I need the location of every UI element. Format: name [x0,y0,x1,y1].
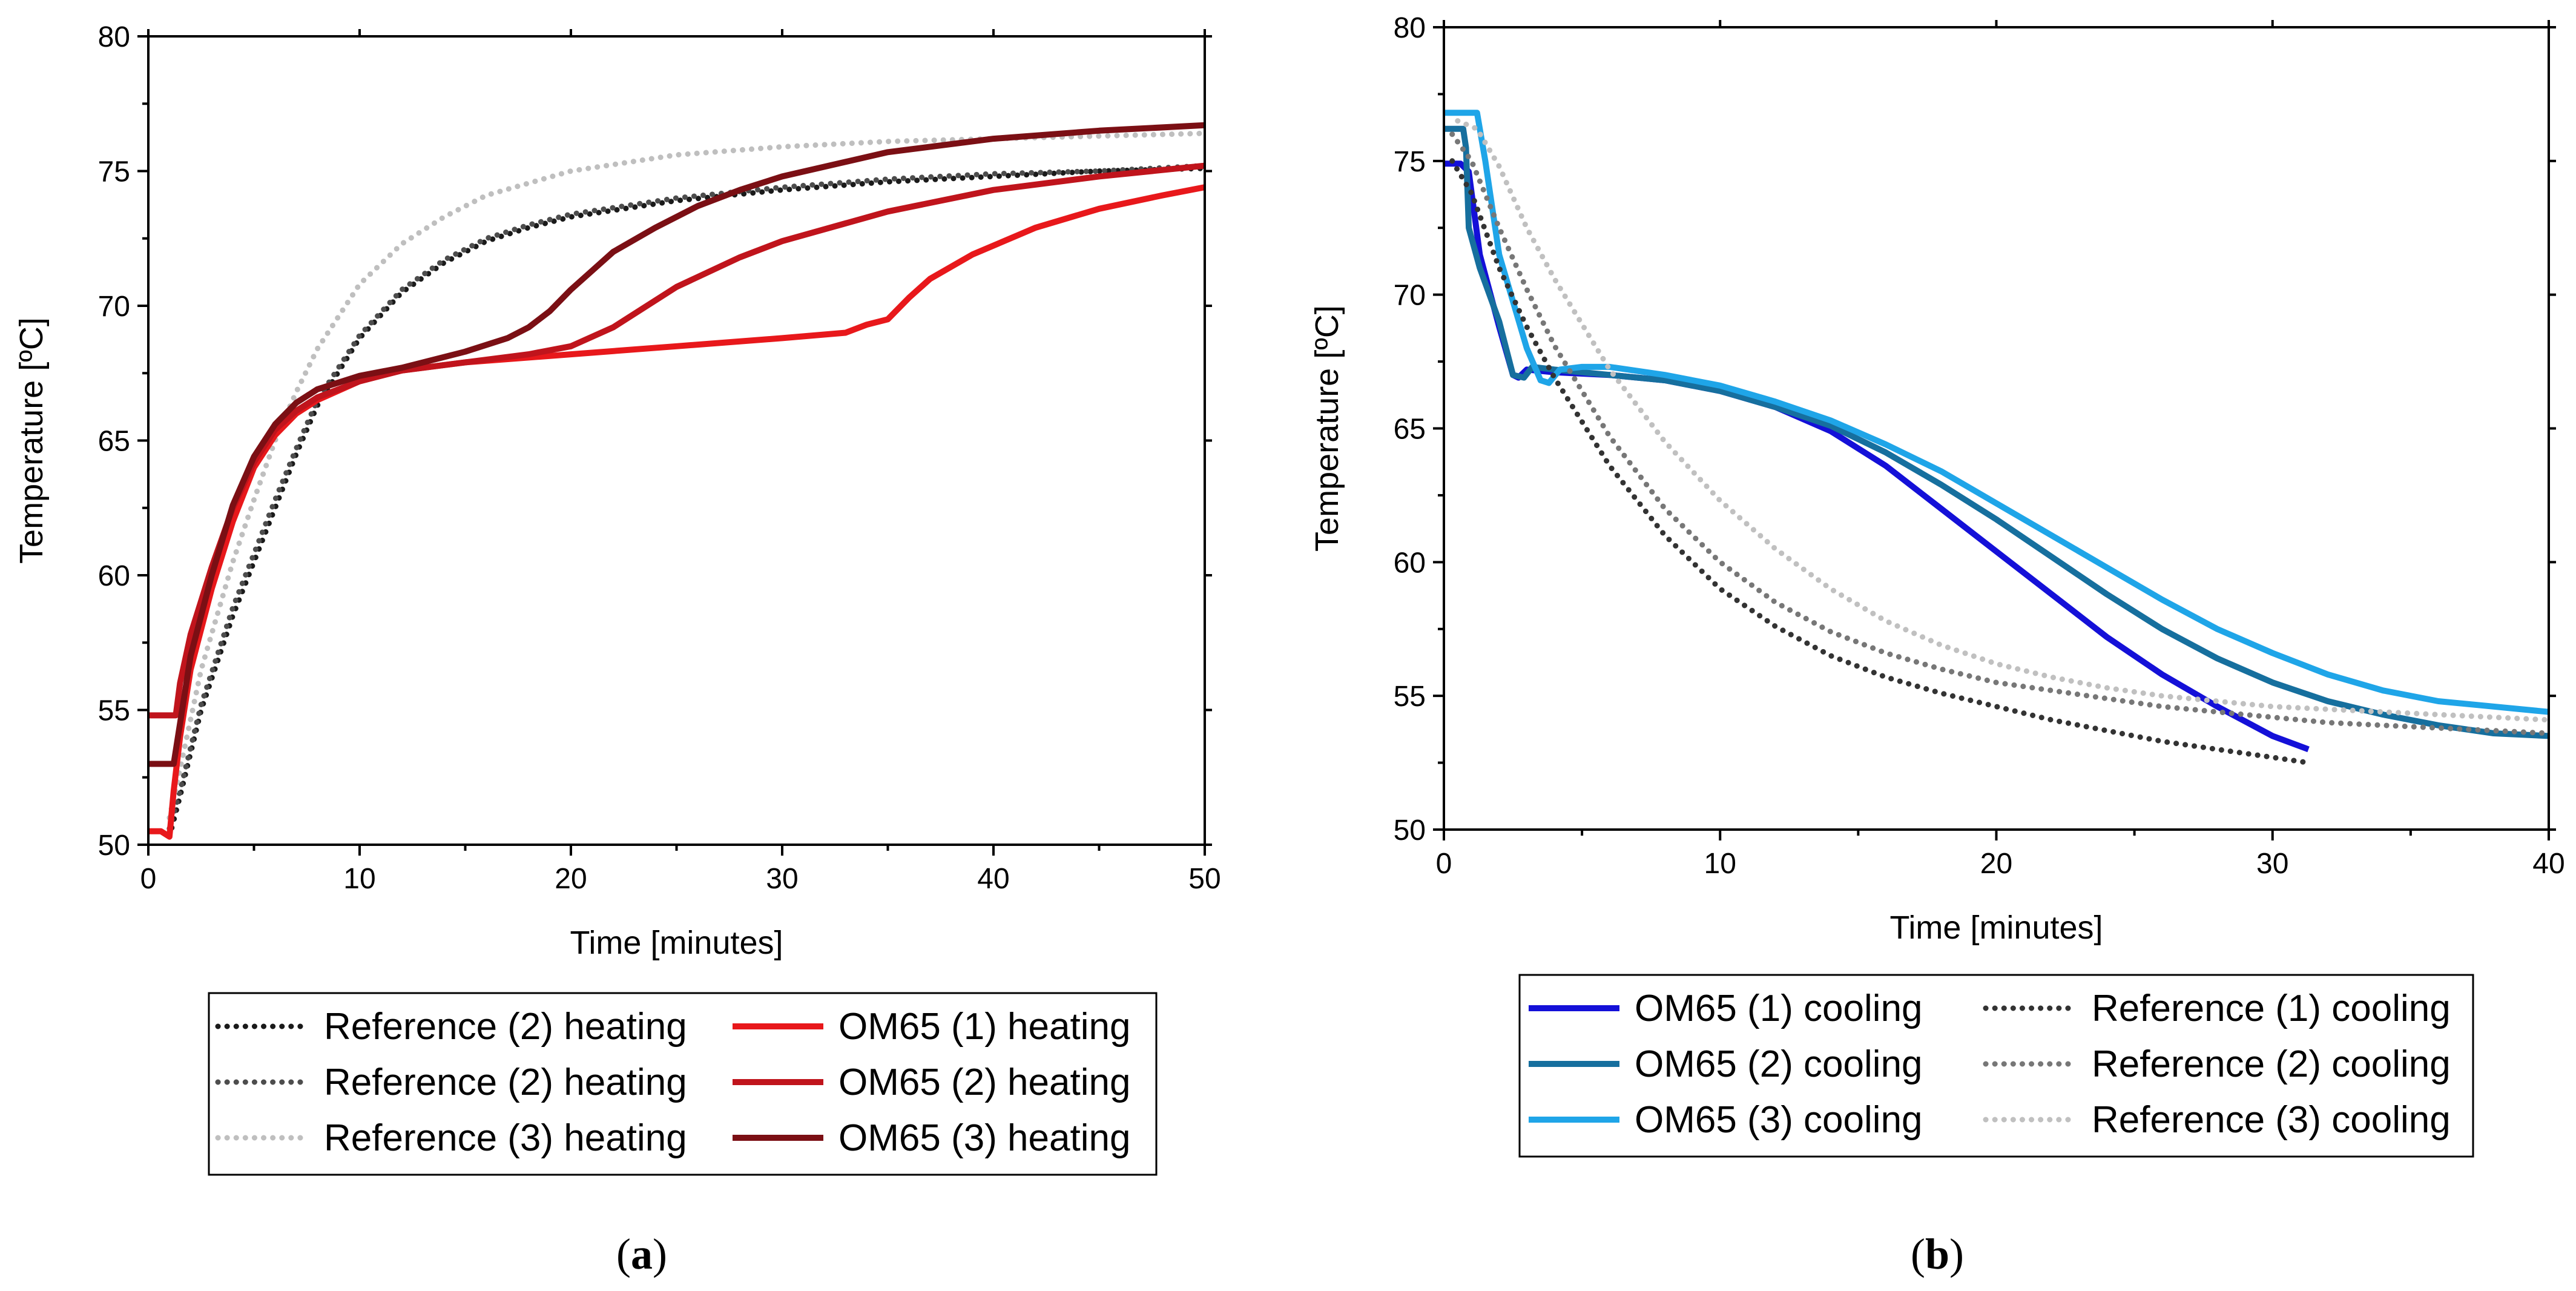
legend-label: OM65 (3) heating [838,1117,1130,1159]
legend-label: OM65 (1) cooling [1635,988,1923,1029]
x-tick-label: 10 [343,863,375,895]
caption-letter: a [631,1230,653,1278]
x-tick-label: 30 [2256,848,2288,880]
x-tick-label: 10 [1704,848,1736,880]
chart-panel-a: 0 10 20 30 40 50 50 55 60 65 70 75 80 Time [minutes] T… [13,21,1221,1278]
series-line-1 [166,165,1205,840]
y-tick-label: 70 [98,291,130,323]
y-tick-label: 50 [1394,814,1426,847]
x-tick-label: 0 [140,863,157,895]
legend-label: Reference (2) heating [324,1006,687,1048]
series-group [1444,110,2549,766]
chart-panel-b: 0 10 20 30 40 50 55 60 65 70 75 80 Time [minutes] Tem… [1309,12,2565,1278]
y-axis-label: Temperature [ºC] [1309,305,1345,552]
y-tick-label: 75 [1394,146,1426,178]
legend-label: OM65 (2) heating [838,1062,1130,1103]
legend-label: Reference (3) heating [324,1117,687,1159]
legend-label: Reference (1) cooling [2092,988,2451,1029]
series-line-6 [1455,118,2549,723]
x-tick-label: 20 [555,863,587,895]
caption-letter: b [1925,1230,1949,1278]
y-tick-label: 65 [1394,414,1426,446]
x-tick-label: 20 [1980,848,2012,880]
series-line-6 [148,122,1205,767]
y-tick-label: 50 [98,830,130,862]
x-axis-label: Time [minutes] [570,925,783,961]
y-tick-label: 60 [1394,547,1426,579]
plot-frame [147,35,1206,846]
series-line-1 [1444,160,2310,753]
series-line-4 [1449,158,2311,766]
y-tick-label: 55 [1394,681,1426,713]
panel-caption: (b) [1911,1230,1964,1278]
y-tick-label: 60 [98,560,130,592]
y-tick-label: 70 [1394,280,1426,312]
panel-caption: (a) [616,1230,667,1278]
legend-label: Reference (2) heating [324,1062,687,1103]
series-group [148,122,1205,840]
y-axis-label: Temperature [ºC] [13,317,50,564]
series-line-3 [166,130,1205,820]
x-axis-label: Time [minutes] [1889,910,2103,946]
x-tick-label: 0 [1436,848,1452,880]
legend-label: OM65 (1) heating [838,1006,1130,1048]
legend: Reference (2) heating Reference (2) heati… [208,992,1158,1176]
y-tick-label: 80 [1394,12,1426,44]
series-line-2 [1444,125,2549,739]
y-tick-label: 65 [98,426,130,458]
series-line-3 [1444,110,2549,715]
legend-label: Reference (2) cooling [2092,1043,2451,1085]
series-line-5 [148,162,1205,719]
legend-label: OM65 (2) cooling [1635,1043,1923,1085]
legend-label: Reference (3) cooling [2092,1099,2451,1141]
x-tick-label: 50 [1188,863,1220,895]
x-tick-label: 30 [766,863,798,895]
y-tick-label: 75 [98,156,130,188]
x-tick-label: 40 [2532,848,2564,880]
caption-close-paren: ) [653,1230,667,1278]
legend: OM65 (1) cooling OM65 (2) cooling OM65 (3)… [1518,974,2474,1158]
y-tick-label: 80 [98,21,130,53]
legend-label: OM65 (3) cooling [1635,1099,1923,1141]
y-tick-label: 55 [98,695,130,727]
legend-box [208,992,1158,1176]
caption-close-paren: ) [1949,1230,1964,1278]
caption-open-paren: ( [1911,1230,1925,1278]
series-line-2 [166,163,1205,831]
series-line-5 [1449,131,2549,736]
x-tick-label: 40 [977,863,1009,895]
caption-open-paren: ( [616,1230,631,1278]
